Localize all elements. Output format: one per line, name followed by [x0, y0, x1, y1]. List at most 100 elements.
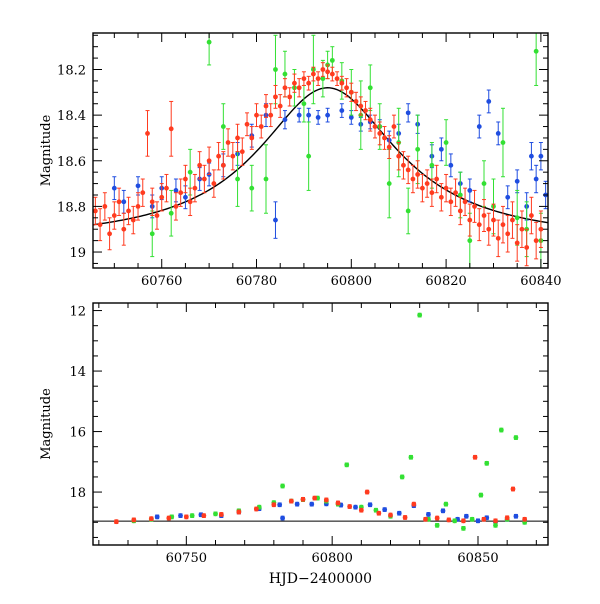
data-point — [429, 190, 435, 196]
data-point — [388, 512, 393, 518]
data-point — [296, 85, 302, 91]
data-point — [211, 181, 217, 186]
data-point — [113, 519, 119, 525]
data-point — [111, 185, 117, 191]
data-point — [168, 126, 174, 132]
data-point — [529, 213, 534, 218]
data-point — [189, 513, 195, 519]
data-point — [93, 208, 98, 214]
data-point — [339, 108, 345, 113]
data-point — [140, 190, 146, 196]
data-point — [533, 238, 539, 244]
data-point — [111, 213, 117, 218]
data-point — [434, 515, 440, 521]
data-point — [514, 240, 520, 246]
data-point — [382, 507, 388, 513]
data-point — [273, 67, 278, 72]
x-tick-label: 60760 — [141, 274, 182, 289]
data-point — [417, 312, 423, 318]
data-point — [97, 222, 103, 228]
data-point — [201, 513, 207, 519]
y-axis-label: Magnitude — [39, 388, 54, 460]
data-point — [438, 194, 444, 200]
data-point — [493, 518, 498, 524]
y-tick-label: 12 — [69, 305, 86, 320]
data-point — [239, 149, 245, 155]
data-point — [367, 502, 373, 508]
y-tick-label: 14 — [69, 365, 86, 380]
data-point — [216, 153, 221, 159]
data-point — [522, 516, 528, 522]
y-axis-label: Magnitude — [39, 114, 54, 186]
data-point — [166, 515, 172, 521]
data-point — [306, 153, 312, 159]
data-point — [396, 153, 402, 159]
data-point — [411, 501, 417, 507]
data-point — [382, 135, 387, 141]
data-point — [277, 502, 283, 508]
data-point — [372, 124, 378, 129]
data-point — [461, 518, 466, 524]
data-point — [296, 112, 302, 118]
data-point — [235, 176, 240, 182]
data-point — [467, 217, 473, 223]
data-point — [457, 192, 463, 198]
data-point — [306, 80, 312, 86]
data-point — [495, 235, 501, 241]
data-point — [320, 67, 326, 72]
data-point — [220, 124, 226, 129]
data-point — [519, 226, 525, 232]
data-point — [410, 176, 416, 182]
data-point — [476, 124, 482, 129]
data-point — [463, 513, 469, 519]
data-point — [201, 176, 207, 182]
data-point — [183, 176, 188, 182]
data-point — [213, 511, 218, 517]
data-point — [434, 176, 440, 182]
data-point — [249, 135, 255, 141]
data-point — [495, 130, 501, 136]
data-point — [309, 501, 315, 507]
data-point — [339, 80, 345, 86]
x-tick-label: 60800 — [331, 274, 372, 289]
data-point — [513, 435, 519, 441]
data-point — [486, 226, 492, 232]
data-point — [434, 522, 440, 528]
data-point — [524, 245, 530, 250]
data-point — [514, 178, 520, 184]
data-point — [498, 427, 504, 433]
data-point — [344, 85, 349, 91]
data-point — [405, 208, 411, 214]
plot-area — [93, 312, 548, 531]
data-point — [426, 512, 431, 517]
data-point — [273, 217, 278, 223]
data-point — [206, 158, 212, 164]
data-point — [504, 515, 510, 521]
data-point — [168, 210, 174, 216]
x-tick-label: 60780 — [236, 274, 277, 289]
data-point — [159, 194, 165, 200]
data-point — [505, 231, 511, 237]
data-point — [424, 181, 430, 186]
data-point — [386, 144, 392, 150]
x-tick-label: 60840 — [520, 274, 561, 289]
series-2 — [93, 62, 544, 267]
data-point — [173, 203, 179, 209]
data-point — [386, 181, 392, 186]
data-point — [301, 76, 307, 82]
data-point — [271, 502, 277, 508]
data-point — [443, 501, 449, 507]
data-point — [467, 238, 473, 244]
data-point — [446, 517, 452, 523]
y-tick-label: 18 — [69, 486, 86, 501]
data-point — [481, 213, 487, 218]
data-point — [358, 103, 364, 109]
data-point — [462, 199, 468, 205]
data-point — [533, 176, 539, 182]
plot-area — [93, 33, 548, 268]
data-point — [347, 504, 353, 509]
data-point — [348, 89, 354, 95]
data-point — [301, 101, 307, 107]
